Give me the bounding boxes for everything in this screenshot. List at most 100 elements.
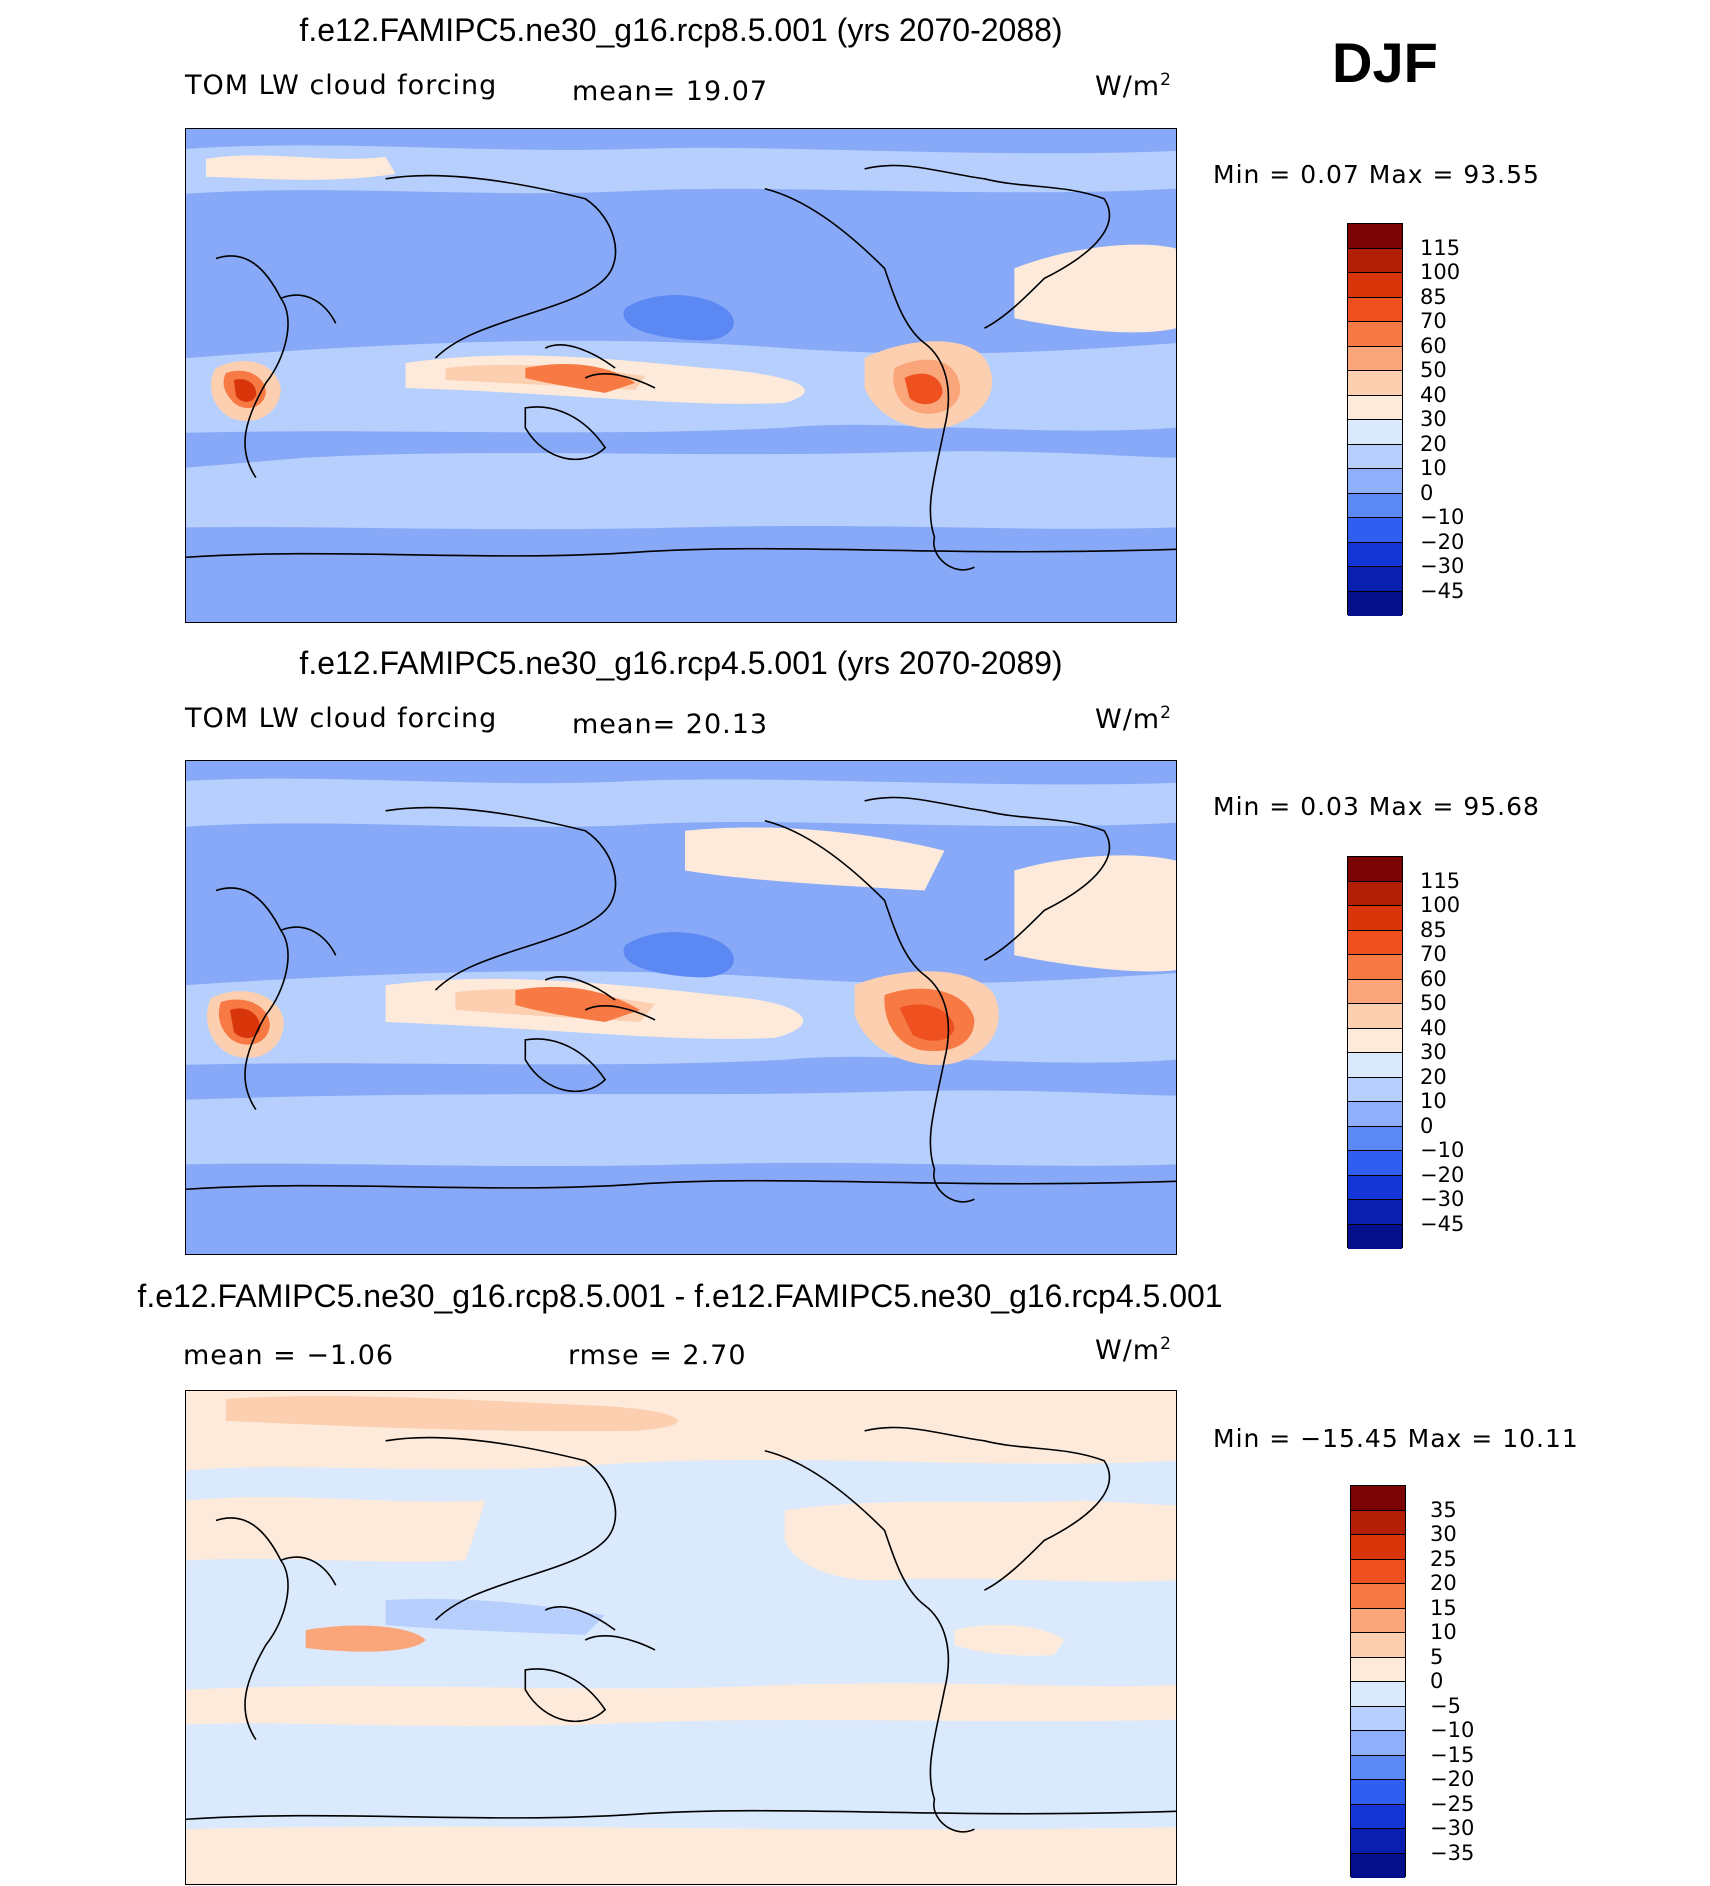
panel-2-map: [185, 760, 1177, 1255]
colorbar-tick-label: 30: [1420, 407, 1447, 431]
colorbar-tick-label: 85: [1420, 284, 1447, 309]
colorbar-box: [1348, 881, 1402, 906]
colorbar-box: [1348, 1151, 1402, 1176]
panel-3-map: [185, 1390, 1177, 1885]
colorbar-box: [1351, 1706, 1405, 1731]
panel-1-unit-label: W/m2: [1095, 70, 1172, 102]
colorbar-tick-label: −10: [1430, 1718, 1475, 1742]
colorbar-box: [1348, 930, 1402, 955]
colorbar-tick-label: 115: [1420, 868, 1461, 893]
colorbar-box: [1351, 1608, 1405, 1633]
colorbar-tick-label: 40: [1420, 382, 1447, 407]
colorbar-box: [1348, 1077, 1402, 1102]
colorbar-tick-label: 100: [1420, 893, 1461, 917]
colorbar-tick-label: 0: [1420, 1113, 1434, 1138]
colorbar-tick-label: 25: [1430, 1546, 1457, 1571]
colorbar-box: [1348, 591, 1402, 616]
panel-1-minmax: Min = 0.07 Max = 93.55: [1213, 160, 1540, 189]
colorbar-tick-label: 70: [1420, 942, 1447, 966]
colorbar-tick-label: 20: [1420, 1064, 1447, 1089]
colorbar-tick-label: −10: [1420, 505, 1465, 529]
colorbar-box: [1351, 1559, 1405, 1584]
colorbar-tick-label: 35: [1430, 1497, 1457, 1522]
colorbar-box: [1348, 248, 1402, 273]
colorbar-box: [1348, 1028, 1402, 1053]
colorbar-box: [1348, 1126, 1402, 1151]
colorbar-tick-label: 10: [1420, 1089, 1447, 1113]
colorbar-box: [1351, 1486, 1405, 1511]
colorbar-box: [1348, 955, 1402, 980]
panel-1-map-field: [186, 129, 1176, 622]
panel-2-mean-label: mean= 20.13: [572, 709, 769, 740]
colorbar-tick-label: −20: [1430, 1767, 1475, 1791]
panel-3-colorbar: [1350, 1485, 1406, 1878]
panel-2-minmax: Min = 0.03 Max = 95.68: [1213, 792, 1540, 821]
colorbar-tick-label: 30: [1420, 1040, 1447, 1064]
panel-3-minmax: Min = −15.45 Max = 10.11: [1213, 1424, 1579, 1453]
panel-2-colorbar: [1347, 856, 1403, 1249]
colorbar-box: [1348, 1004, 1402, 1029]
colorbar-box: [1351, 1829, 1405, 1854]
colorbar-tick-label: −20: [1420, 529, 1465, 554]
colorbar-box: [1348, 371, 1402, 396]
colorbar-box: [1348, 297, 1402, 322]
season-label: DJF: [1332, 31, 1438, 94]
colorbar-box: [1351, 1755, 1405, 1780]
colorbar-tick-label: −5: [1430, 1693, 1461, 1718]
colorbar-box: [1348, 1224, 1402, 1249]
colorbar-box: [1351, 1731, 1405, 1756]
colorbar-tick-label: 20: [1420, 431, 1447, 456]
colorbar-tick-label: 10: [1420, 456, 1447, 480]
colorbar-tick-label: 60: [1420, 333, 1447, 358]
colorbar-box: [1348, 322, 1402, 347]
colorbar-box: [1348, 906, 1402, 931]
colorbar-tick-label: −10: [1420, 1138, 1465, 1162]
colorbar-tick-label: 0: [1420, 480, 1434, 505]
colorbar-box: [1348, 493, 1402, 518]
colorbar-tick-label: −35: [1430, 1840, 1475, 1865]
colorbar-box: [1348, 444, 1402, 469]
colorbar-box: [1351, 1510, 1405, 1535]
colorbar-tick-label: −45: [1420, 1211, 1465, 1236]
colorbar-box: [1348, 567, 1402, 592]
panel-3-unit-label: W/m2: [1095, 1334, 1172, 1366]
colorbar-box: [1351, 1584, 1405, 1609]
colorbar-tick-label: 50: [1420, 358, 1447, 382]
colorbar-box: [1348, 273, 1402, 298]
colorbar-tick-label: −30: [1420, 554, 1465, 578]
colorbar-box: [1351, 1780, 1405, 1805]
colorbar-tick-label: −30: [1430, 1816, 1475, 1840]
colorbar-box: [1351, 1804, 1405, 1829]
colorbar-tick-label: −25: [1430, 1791, 1475, 1816]
colorbar-tick-label: 20: [1430, 1571, 1457, 1595]
colorbar-box: [1348, 224, 1402, 249]
colorbar-box: [1351, 1633, 1405, 1658]
colorbar-box: [1348, 979, 1402, 1004]
colorbar-box: [1348, 542, 1402, 567]
panel-3-map-field: [186, 1391, 1176, 1884]
panel-3-mean-label: mean = −1.06: [183, 1340, 395, 1371]
panel-3-rmse-label: rmse = 2.70: [568, 1340, 747, 1371]
panel-1-mean-label: mean= 19.07: [572, 76, 769, 107]
panel-1-colorbar: [1347, 223, 1403, 616]
panel-1-title: f.e12.FAMIPC5.ne30_g16.rcp8.5.001 (yrs 2…: [299, 12, 1063, 48]
colorbar-box: [1348, 1175, 1402, 1200]
colorbar-tick-label: 115: [1420, 235, 1461, 260]
colorbar-box: [1348, 469, 1402, 494]
colorbar-tick-label: 15: [1430, 1595, 1457, 1620]
colorbar-box: [1348, 346, 1402, 371]
colorbar-box: [1351, 1535, 1405, 1560]
panel-2-unit-label: W/m2: [1095, 703, 1172, 735]
panel-3-title: f.e12.FAMIPC5.ne30_g16.rcp8.5.001 - f.e1…: [137, 1278, 1223, 1314]
colorbar-tick-label: −15: [1430, 1742, 1475, 1767]
colorbar-tick-label: 0: [1430, 1669, 1444, 1693]
colorbar-tick-label: 70: [1420, 309, 1447, 333]
colorbar-box: [1351, 1853, 1405, 1878]
colorbar-tick-label: −20: [1420, 1162, 1465, 1187]
colorbar-tick-label: 60: [1420, 966, 1447, 991]
panel-2-map-field: [186, 761, 1176, 1254]
colorbar-tick-label: 5: [1430, 1644, 1444, 1669]
panel-1-map: [185, 128, 1177, 623]
colorbar-tick-label: −30: [1420, 1187, 1465, 1211]
colorbar-box: [1351, 1657, 1405, 1682]
